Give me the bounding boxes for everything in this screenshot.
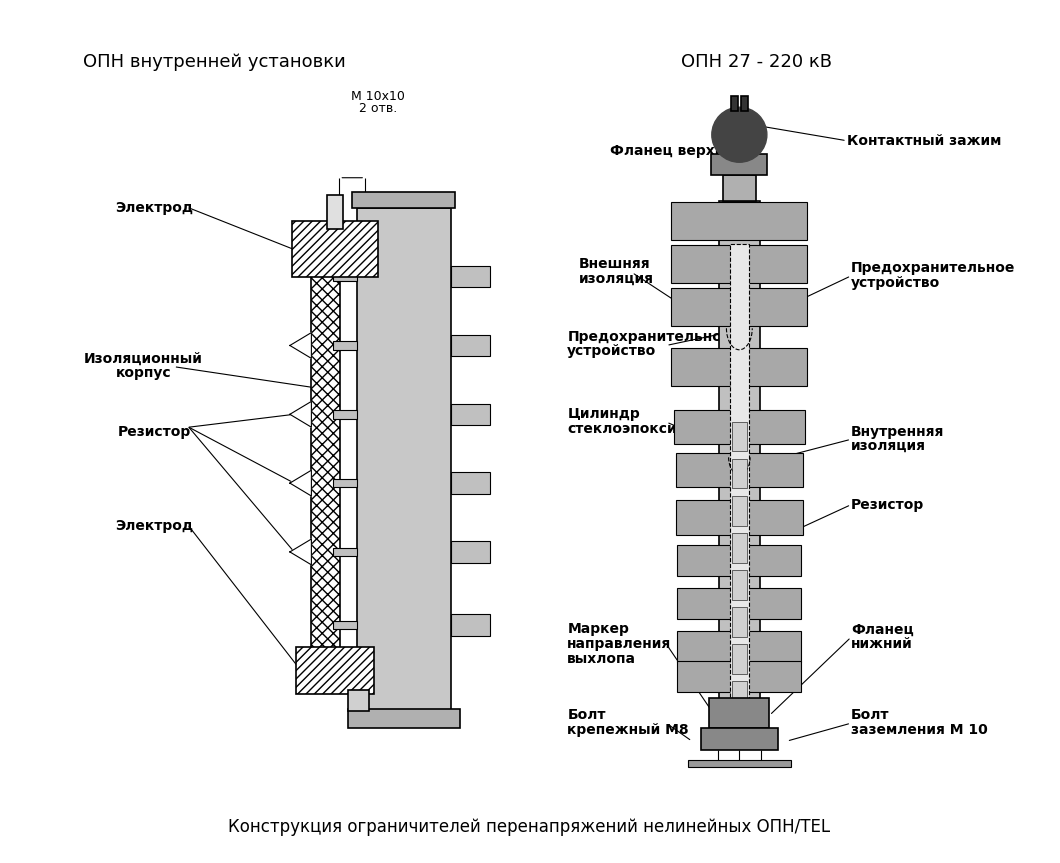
Text: Предохранительное: Предохранительное bbox=[567, 330, 731, 343]
FancyBboxPatch shape bbox=[452, 472, 490, 494]
Text: Электрод: Электрод bbox=[116, 201, 193, 215]
Text: стеклоэпоксидный: стеклоэпоксидный bbox=[567, 422, 720, 436]
FancyBboxPatch shape bbox=[352, 192, 456, 208]
FancyBboxPatch shape bbox=[356, 208, 452, 711]
Text: Фланец верхний: Фланец верхний bbox=[611, 144, 744, 158]
FancyBboxPatch shape bbox=[723, 175, 756, 201]
Text: изоляция: изоляция bbox=[579, 271, 653, 286]
Text: выхлопа: выхлопа bbox=[567, 652, 636, 665]
FancyBboxPatch shape bbox=[333, 620, 356, 629]
FancyBboxPatch shape bbox=[452, 335, 490, 356]
Text: корпус: корпус bbox=[116, 366, 171, 380]
FancyBboxPatch shape bbox=[293, 221, 378, 277]
FancyBboxPatch shape bbox=[675, 453, 803, 488]
Polygon shape bbox=[289, 470, 312, 496]
Text: Изоляционный: Изоляционный bbox=[84, 351, 202, 365]
Circle shape bbox=[712, 107, 766, 162]
FancyBboxPatch shape bbox=[333, 479, 356, 488]
Polygon shape bbox=[289, 401, 312, 427]
Text: 2 отв.: 2 отв. bbox=[359, 103, 398, 116]
FancyBboxPatch shape bbox=[731, 570, 747, 600]
FancyBboxPatch shape bbox=[730, 96, 738, 111]
FancyBboxPatch shape bbox=[333, 273, 356, 281]
Text: Резистор: Резистор bbox=[118, 425, 191, 438]
FancyBboxPatch shape bbox=[730, 244, 748, 711]
FancyBboxPatch shape bbox=[452, 404, 490, 425]
FancyBboxPatch shape bbox=[452, 614, 490, 636]
FancyBboxPatch shape bbox=[731, 496, 747, 526]
FancyBboxPatch shape bbox=[452, 266, 490, 287]
Text: Цилиндр: Цилиндр bbox=[567, 407, 640, 421]
Text: Болт: Болт bbox=[851, 709, 889, 722]
Polygon shape bbox=[289, 539, 312, 565]
Text: заземления М 10: заземления М 10 bbox=[851, 723, 988, 737]
Text: устройство: устройство bbox=[567, 344, 656, 358]
Text: ОПН внутренней установки: ОПН внутренней установки bbox=[84, 53, 346, 71]
Text: устройство: устройство bbox=[851, 275, 940, 290]
FancyBboxPatch shape bbox=[688, 760, 791, 767]
Text: Резистор: Резистор bbox=[851, 498, 924, 512]
FancyBboxPatch shape bbox=[709, 698, 770, 728]
FancyBboxPatch shape bbox=[731, 422, 747, 451]
FancyBboxPatch shape bbox=[677, 588, 801, 619]
Text: изоляция: изоляция bbox=[851, 439, 926, 453]
Text: М 10х10: М 10х10 bbox=[351, 90, 405, 103]
FancyBboxPatch shape bbox=[701, 728, 778, 750]
Text: Конструкция ограничителей перенапряжений нелинейных ОПН/TEL: Конструкция ограничителей перенапряжений… bbox=[228, 818, 830, 836]
FancyBboxPatch shape bbox=[671, 288, 808, 325]
Text: крепежный М8: крепежный М8 bbox=[567, 723, 689, 737]
Text: направления: направления bbox=[567, 637, 672, 651]
FancyBboxPatch shape bbox=[741, 96, 748, 111]
FancyBboxPatch shape bbox=[677, 631, 801, 662]
Text: Внутренняя: Внутренняя bbox=[851, 425, 944, 438]
Text: Контактный зажим: Контактный зажим bbox=[847, 134, 1002, 148]
FancyBboxPatch shape bbox=[328, 195, 342, 230]
FancyBboxPatch shape bbox=[674, 410, 805, 444]
FancyBboxPatch shape bbox=[333, 341, 356, 350]
Text: Электрод: Электрод bbox=[116, 520, 193, 533]
Text: Внешняя: Внешняя bbox=[579, 257, 650, 271]
FancyBboxPatch shape bbox=[731, 645, 747, 674]
FancyBboxPatch shape bbox=[731, 682, 747, 711]
FancyBboxPatch shape bbox=[333, 410, 356, 419]
FancyBboxPatch shape bbox=[297, 646, 374, 694]
FancyBboxPatch shape bbox=[333, 548, 356, 557]
Text: Болт: Болт bbox=[567, 709, 606, 722]
Text: Фланец: Фланец bbox=[851, 622, 914, 636]
FancyBboxPatch shape bbox=[671, 202, 808, 240]
FancyBboxPatch shape bbox=[348, 709, 460, 728]
Text: Маркер: Маркер bbox=[567, 622, 630, 636]
FancyBboxPatch shape bbox=[731, 459, 747, 488]
Text: нижний: нижний bbox=[851, 637, 913, 651]
FancyBboxPatch shape bbox=[719, 201, 760, 711]
FancyBboxPatch shape bbox=[677, 545, 801, 576]
Polygon shape bbox=[289, 332, 312, 358]
Text: ОПН 27 - 220 кВ: ОПН 27 - 220 кВ bbox=[682, 53, 832, 71]
FancyBboxPatch shape bbox=[671, 245, 808, 283]
FancyBboxPatch shape bbox=[671, 348, 808, 386]
FancyBboxPatch shape bbox=[711, 154, 767, 175]
FancyBboxPatch shape bbox=[452, 541, 490, 563]
Text: Предохранительное: Предохранительное bbox=[851, 261, 1015, 275]
FancyBboxPatch shape bbox=[731, 533, 747, 563]
FancyBboxPatch shape bbox=[675, 501, 803, 535]
FancyBboxPatch shape bbox=[677, 661, 801, 692]
FancyBboxPatch shape bbox=[312, 255, 340, 668]
FancyBboxPatch shape bbox=[348, 690, 370, 711]
FancyBboxPatch shape bbox=[731, 608, 747, 637]
